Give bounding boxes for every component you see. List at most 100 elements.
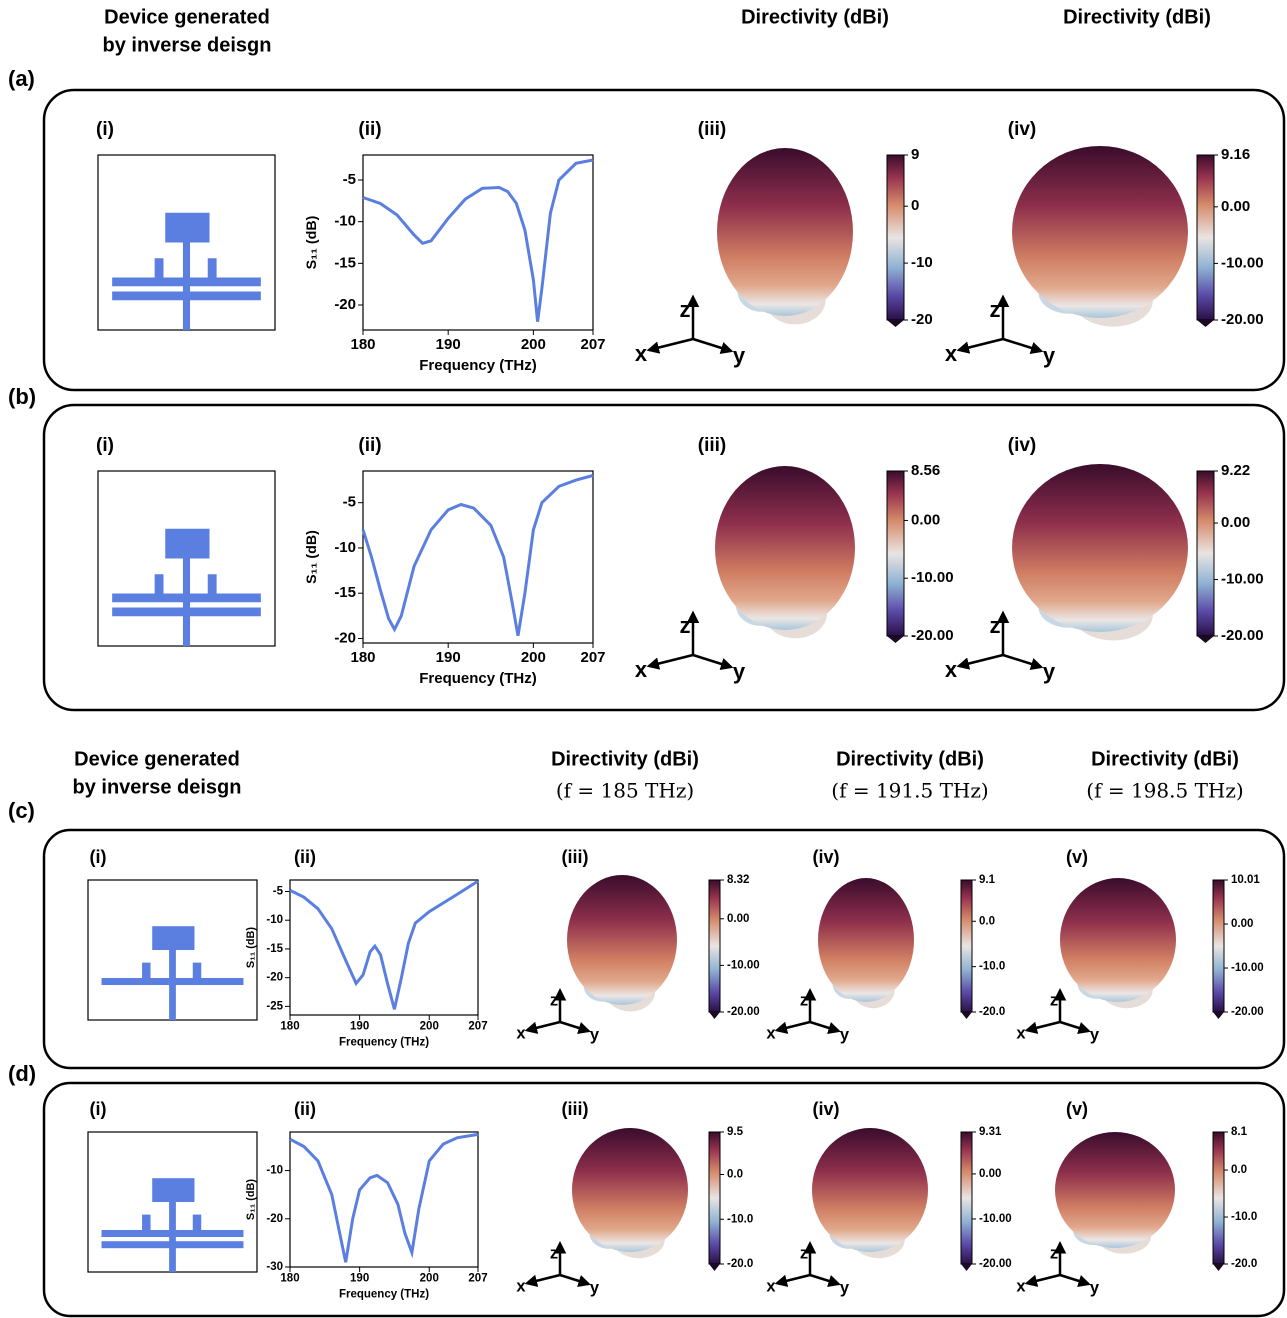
device-part [192, 1214, 202, 1232]
colorbar-extend [709, 1012, 720, 1019]
colorbar-tick-label: 9 [911, 146, 919, 163]
x-axis-label: Frequency (THz) [419, 670, 537, 687]
colorbar [1212, 879, 1225, 1013]
colorbar [1196, 154, 1215, 321]
header-device: by inverse deisgn [103, 34, 272, 56]
colorbar [960, 879, 973, 1013]
axis-name: y [1043, 659, 1056, 684]
subpanel-label: (i) [96, 119, 114, 140]
colorbar [886, 470, 905, 637]
colorbar-tick-label: 0.00 [1221, 514, 1250, 531]
device-part [207, 574, 217, 596]
x-tick-label: 180 [280, 1273, 299, 1285]
radiation-pattern [818, 878, 914, 1002]
axis-name: x [1016, 1277, 1026, 1295]
axis-name: y [733, 659, 746, 684]
axis-name: z [990, 297, 1001, 322]
panel-frame [42, 403, 1286, 712]
panel-frame [42, 828, 1286, 1070]
colorbar-tick-label: 9.5 [727, 1126, 744, 1138]
plot-frame [289, 879, 479, 1016]
radiation-pattern [572, 1128, 688, 1252]
axis-arrow [646, 653, 694, 670]
x-tick-label: 200 [521, 336, 546, 353]
y-axis-label: S₁₁ (dB) [304, 530, 320, 584]
device-part [142, 962, 151, 980]
radiation-pattern [717, 148, 853, 316]
subpanel-label: (v) [1066, 1099, 1088, 1119]
device-part [101, 978, 244, 985]
panel-frame [42, 1081, 1286, 1318]
colorbar-extend [1197, 320, 1214, 327]
colorbar-extend [887, 320, 904, 327]
colorbar-tick-label: -10 [911, 254, 933, 271]
colorbar-tick-label: 0.0 [1231, 1164, 1247, 1176]
colorbar-tick-label: -20.0 [1231, 1258, 1257, 1270]
axis-arrow [1024, 1020, 1061, 1034]
colorbar-extend [961, 1012, 972, 1019]
axis-arrow [809, 1020, 841, 1034]
axis-name: y [590, 1279, 600, 1297]
line [289, 1132, 479, 1263]
subpanel-label: (iii) [698, 435, 727, 456]
y-tick-label: -20 [266, 1213, 283, 1225]
radiation-pattern [812, 1128, 928, 1252]
colorbar [708, 879, 721, 1013]
x-tick-label: 200 [420, 1021, 439, 1033]
device-part [112, 277, 261, 287]
y-tick-label: -5 [343, 494, 356, 511]
colorbar-tick-label: 9.22 [1221, 462, 1250, 479]
axis-arrow [559, 1273, 591, 1287]
colorbar [886, 154, 905, 321]
device-part [207, 258, 217, 280]
y-axis-label: S₁₁ (dB) [245, 927, 257, 968]
header-device: Device generated [74, 748, 240, 770]
line [289, 879, 479, 1010]
radiation-pattern [1012, 146, 1188, 318]
radiation-pattern [1060, 878, 1176, 1002]
axis-name: z [680, 613, 691, 638]
header-directivity: Directivity (dBi) [1063, 6, 1211, 28]
subpanel-label: (iii) [562, 847, 589, 867]
colorbar-tick-label: -10.0 [1231, 1211, 1257, 1223]
device-part [112, 593, 261, 603]
axis-name: z [990, 613, 1001, 638]
colorbar-tick-label: -10.00 [727, 959, 760, 971]
header-directivity: Directivity (dBi) [1091, 748, 1239, 770]
radiation-pattern [567, 875, 677, 1005]
colorbar-tick-label: -20.00 [727, 1006, 760, 1018]
plot-frame [362, 470, 594, 644]
device-part [152, 1178, 195, 1202]
axis-arrow [524, 1273, 561, 1287]
axis-name: z [800, 991, 808, 1009]
y-tick-label: -20 [334, 296, 356, 313]
colorbar-tick-label: -10.00 [911, 569, 954, 586]
device-part [101, 1230, 244, 1237]
x-axis-label: Frequency (THz) [339, 1289, 429, 1301]
colorbar-tick-label: 0.00 [1231, 918, 1253, 930]
y-tick-label: -20 [266, 972, 283, 984]
device-part [112, 291, 261, 301]
y-tick-label: -10 [334, 539, 356, 556]
x-tick-label: 207 [580, 336, 605, 353]
axis-arrow [1024, 1273, 1061, 1287]
header-directivity: Directivity (dBi) [836, 748, 984, 770]
header-frequency: (f = 191.5 THz) [831, 779, 988, 803]
colorbar-tick-label: 0.00 [727, 913, 749, 925]
panel-label: (c) [8, 798, 35, 823]
subpanel-label: (iii) [698, 119, 727, 140]
header-directivity: Directivity (dBi) [741, 6, 889, 28]
colorbar [1212, 1131, 1225, 1265]
y-tick-label: -10 [266, 1165, 283, 1177]
y-tick-label: -25 [266, 1000, 283, 1012]
x-tick-label: 200 [420, 1273, 439, 1285]
axis-arrow [1002, 653, 1044, 670]
axis-arrow [524, 1020, 561, 1034]
axis-name: y [1043, 343, 1056, 368]
y-tick-label: -15 [334, 584, 356, 601]
colorbar-tick-label: -20.00 [911, 627, 954, 644]
colorbar-tick-label: -20 [911, 311, 933, 328]
axis-arrow [809, 1273, 841, 1287]
colorbar-tick-label: 9.16 [1221, 146, 1250, 163]
x-axis-label: Frequency (THz) [419, 357, 537, 374]
